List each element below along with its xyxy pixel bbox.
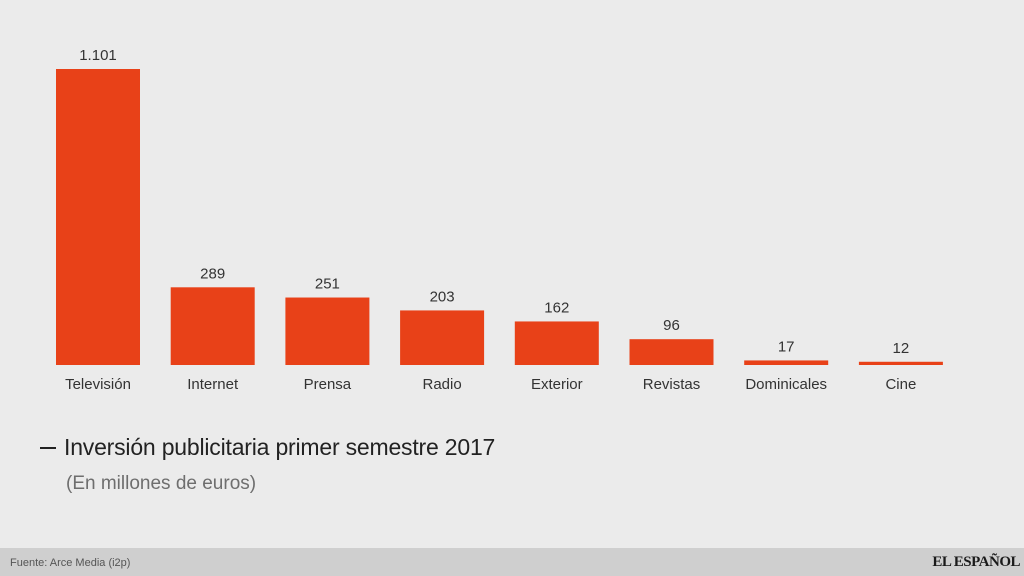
bar-1 <box>170 287 255 365</box>
value-label-1: 289 <box>200 265 225 282</box>
source-note: Fuente: Arce Media (i2p) <box>10 557 131 569</box>
category-label-5: Revistas <box>643 376 701 393</box>
category-label-0: Televisión <box>65 376 131 393</box>
category-label-6: Dominicales <box>745 376 827 393</box>
chart-title-row: Inversión publicitaria primer semestre 2… <box>40 434 495 461</box>
bar-5 <box>629 339 714 365</box>
footer-bar: Fuente: Arce Media (i2p) EL ESPAÑOL <box>0 548 1024 576</box>
category-label-7: Cine <box>885 376 916 393</box>
bar-7 <box>858 361 943 365</box>
chart-title: Inversión publicitaria primer semestre 2… <box>64 434 496 460</box>
bar-4 <box>514 321 599 365</box>
bar-2 <box>285 297 370 365</box>
value-label-3: 203 <box>430 288 455 305</box>
value-label-4: 162 <box>544 299 569 316</box>
value-label-5: 96 <box>663 317 680 334</box>
bar-chart: 1.101 Televisión 289 Internet 251 Prensa 203 Ra… <box>56 47 943 393</box>
bar-0 <box>56 69 140 365</box>
value-label-6: 17 <box>778 338 795 355</box>
chart-title-block: Inversión publicitaria primer semestre 2… <box>40 434 495 495</box>
category-label-4: Exterior <box>531 376 583 393</box>
category-label-2: Prensa <box>304 376 352 393</box>
value-label-0: 1.101 <box>79 47 117 64</box>
bar-3 <box>400 310 485 365</box>
category-label-1: Internet <box>187 376 239 393</box>
category-label-3: Radio <box>422 376 461 393</box>
value-label-7: 12 <box>893 340 910 357</box>
value-label-2: 251 <box>315 276 340 293</box>
title-dash-icon <box>40 446 56 449</box>
brand-logo: EL ESPAÑOL <box>932 554 1020 570</box>
bar-6 <box>744 360 829 365</box>
chart-subtitle: (En millones de euros) <box>66 473 257 494</box>
